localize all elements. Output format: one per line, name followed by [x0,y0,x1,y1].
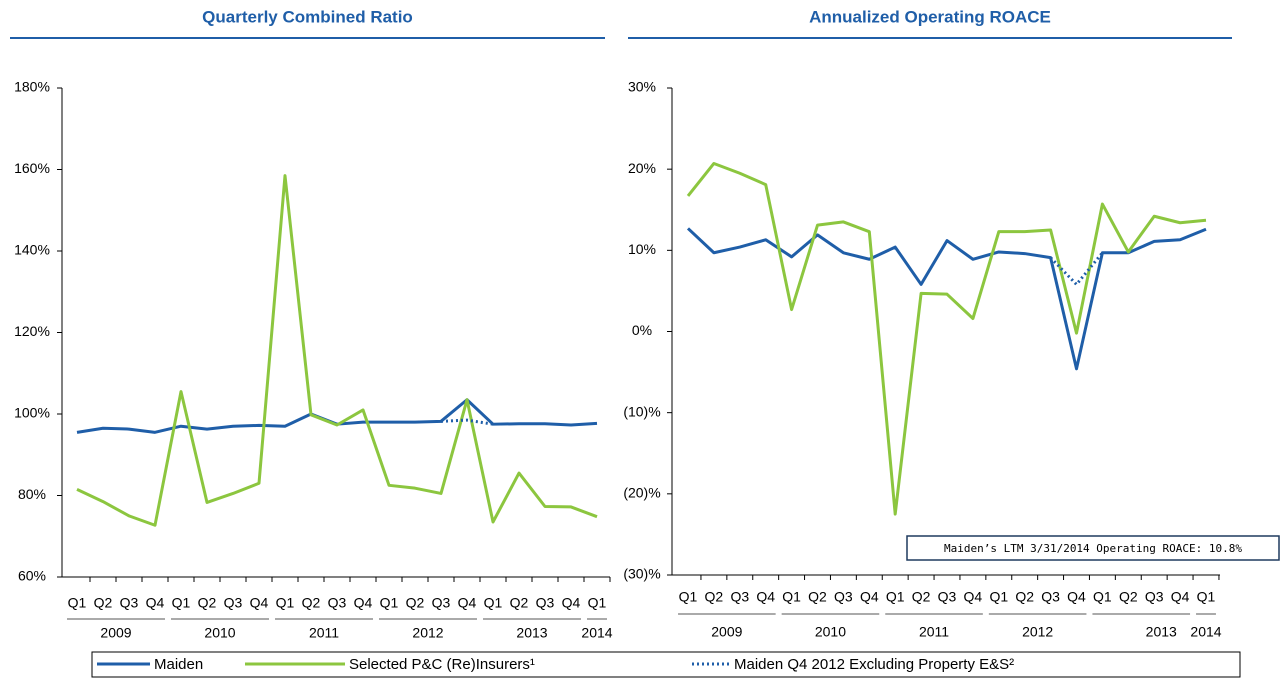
y-tick-label: (20)% [623,485,660,501]
x-tick-label: Q3 [730,589,749,605]
x-tick-label: Q1 [68,595,87,611]
series-line [686,161,1207,516]
x-tick-label: Q3 [432,595,451,611]
x-tick-label: Q1 [276,595,295,611]
x-tick-label: Q4 [964,589,983,605]
x-tick-label: Q3 [120,595,139,611]
x-tick-label: Q4 [860,589,879,605]
series-line [686,227,1207,371]
x-tick-label: Q2 [94,595,113,611]
y-tick-label: 180% [14,79,50,95]
x-tick-label: Q4 [250,595,269,611]
x-tick-label: Q1 [588,595,607,611]
year-label: 2012 [412,625,443,641]
annotation-box [906,535,1280,561]
y-tick-label: 0% [632,322,652,338]
annotation: Maiden’s LTM 3/31/2014 Operating ROACE: … [944,542,1242,555]
x-tick-label: Q4 [1067,589,1086,605]
x-tick-label: Q2 [912,589,931,605]
legend-box [91,651,1241,678]
year-label: 2009 [100,625,131,641]
year-label: 2009 [711,624,742,640]
y-tick-label: (10)% [623,403,660,419]
x-tick-label: Q1 [484,595,503,611]
legend-label: Maiden [154,656,203,673]
x-tick-label: Q1 [679,589,698,605]
year-label: 2014 [1190,624,1221,640]
y-tick-label: 60% [18,568,46,584]
x-tick-label: Q1 [1197,589,1216,605]
chart-title: Quarterly Combined Ratio [202,7,413,26]
x-tick-label: Q3 [328,595,347,611]
x-tick-label: Q3 [224,595,243,611]
year-label: 2014 [581,625,612,641]
x-tick-label: Q2 [302,595,321,611]
year-label: 2013 [516,625,547,641]
legend-label: Selected P&C (Re)Insurers¹ [349,656,535,673]
x-tick-label: Q1 [782,589,801,605]
legend-label: Maiden Q4 2012 Excluding Property E&S² [734,656,1014,673]
year-label: 2010 [204,625,235,641]
x-tick-label: Q1 [886,589,905,605]
chart-title: Annualized Operating ROACE [809,7,1051,26]
series-line [440,418,494,426]
year-label: 2012 [1022,624,1053,640]
x-tick-label: Q4 [756,589,775,605]
y-tick-label: 30% [628,79,656,95]
x-tick-label: Q2 [1119,589,1138,605]
x-tick-label: Q2 [705,589,724,605]
y-tick-label: 80% [18,486,46,502]
x-tick-label: Q3 [938,589,957,605]
x-tick-label: Q1 [172,595,191,611]
y-tick-label: 120% [14,323,50,339]
x-tick-label: Q4 [1171,589,1190,605]
year-label: 2011 [919,624,949,640]
y-tick-label: 20% [628,160,656,176]
y-tick-label: 140% [14,242,50,258]
x-tick-label: Q3 [1041,589,1060,605]
x-tick-label: Q3 [1145,589,1164,605]
series-line [76,398,598,434]
x-tick-label: Q1 [989,589,1008,605]
x-tick-label: Q2 [1015,589,1034,605]
year-label: 2011 [309,625,339,641]
x-tick-label: Q2 [808,589,827,605]
x-tick-label: Q4 [562,595,581,611]
year-label: 2013 [1146,624,1177,640]
x-tick-label: Q1 [1093,589,1112,605]
year-label: 2010 [815,624,846,640]
y-tick-label: 100% [14,405,50,421]
x-tick-label: Q3 [834,589,853,605]
x-tick-label: Q2 [406,595,425,611]
y-tick-label: (30)% [623,566,660,582]
x-tick-label: Q2 [510,595,529,611]
y-tick-label: 160% [14,160,50,176]
x-tick-label: Q3 [536,595,555,611]
x-tick-label: Q4 [146,595,165,611]
x-tick-label: Q1 [380,595,399,611]
x-tick-label: Q4 [354,595,373,611]
x-tick-label: Q2 [198,595,217,611]
x-tick-label: Q4 [458,595,477,611]
series-line [76,174,598,527]
y-tick-label: 10% [628,241,656,257]
